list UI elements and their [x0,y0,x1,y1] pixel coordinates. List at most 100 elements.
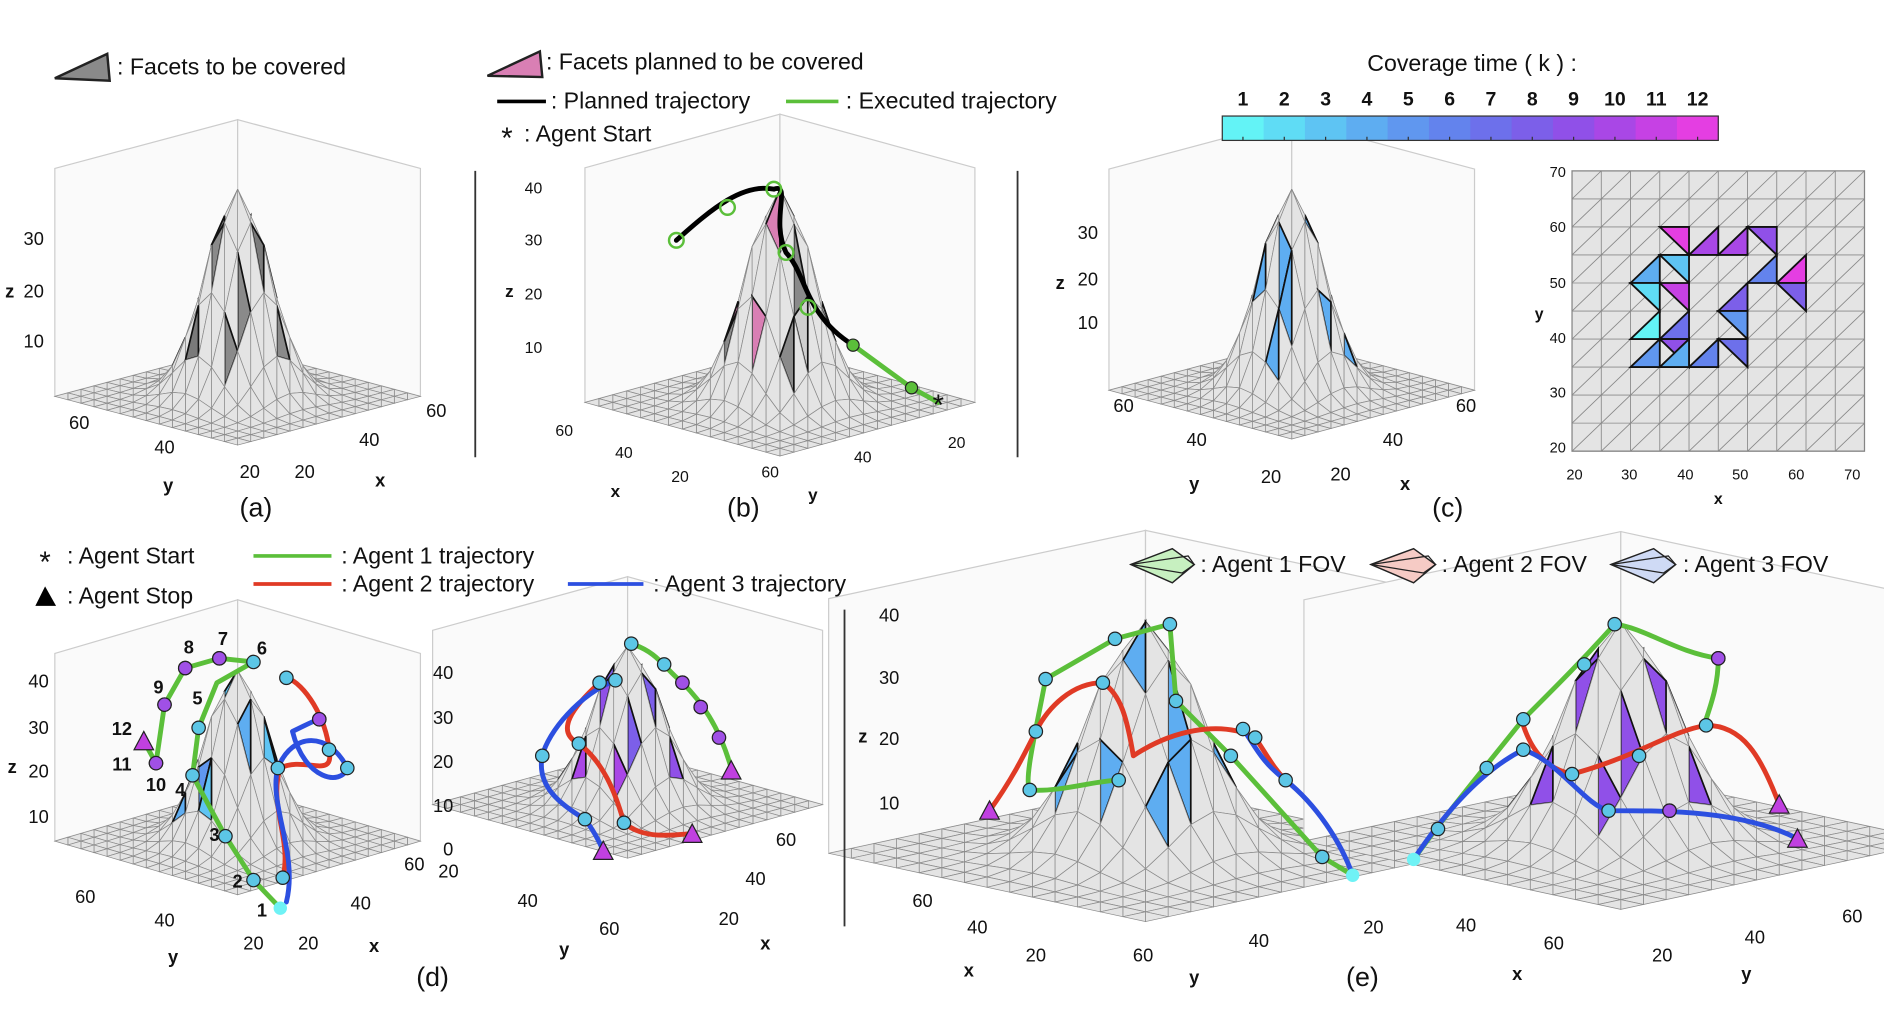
tick-label: 60 [761,464,779,481]
axis-label: x [375,469,386,490]
mesh-facet [144,415,160,425]
waypoint [246,872,261,888]
mesh-facet [53,392,69,401]
waypoint [616,815,632,831]
mesh-facet [66,395,82,404]
mesh-facet [597,401,614,411]
waypoint [1314,849,1330,865]
waypoint [1095,675,1111,691]
waypoint [1662,803,1677,818]
mesh-facet [105,406,121,415]
tick-label: 50 [1550,276,1566,292]
colorbar-tick-label: 1 [1238,88,1249,110]
waypoint [608,672,623,688]
mesh-facet [1146,396,1162,405]
mesh-facet [828,847,852,859]
mesh-facet [612,850,628,859]
mesh-facet [171,870,186,880]
tick-label: 50 [1732,467,1748,483]
mesh-facet [695,428,711,438]
mesh-facet [92,848,108,857]
waypoint [1710,651,1726,666]
legend-text: 5 [192,688,202,709]
tick-label: 70 [1844,467,1860,483]
waypoint [1247,730,1263,745]
waypoint [1698,718,1714,733]
legend-text: : Facets planned to be covered [546,49,864,75]
mesh-facet [197,430,212,439]
mesh-facet [459,807,475,817]
legend-text: : Agent 3 trajectory [653,570,846,596]
waypoint [1564,766,1580,782]
waypoint [177,660,193,676]
tick-label: 20 [1566,467,1582,483]
colorbar-segment [1594,116,1637,141]
tick-label: 60 [1842,906,1862,927]
tick-label: 20 [24,281,44,302]
tick-label: 40 [967,917,987,938]
mesh-facet [500,819,517,828]
tick-label: 30 [24,228,44,249]
legend-text: 9 [153,677,163,698]
mesh-facet [473,811,489,821]
mesh-facet [118,409,134,418]
waypoint [1607,616,1622,632]
axis-label: y [1189,967,1200,988]
mesh-facet [681,424,697,434]
legend-text: 7 [218,628,228,649]
mesh-facet [79,399,95,408]
tick-label: 40 [1456,914,1476,935]
waypoint [1022,782,1038,798]
waypoint [675,675,690,691]
colorbar: 1 2 3 4 5 6 7 8 9 10 11 12 [1221,88,1719,142]
waypoint [577,811,593,827]
tick-label: 30 [1550,386,1566,402]
tick-label: 20 [243,933,263,954]
asterisk-icon: * [933,390,944,422]
tick-label: 20 [1550,441,1566,457]
colorbar-segment [1552,116,1595,141]
tick-label: 40 [1383,429,1403,450]
tick-label: 20 [719,908,739,929]
tick-label: 60 [426,400,446,421]
axis-label: (e) [1346,962,1379,992]
waypoint [1162,616,1178,632]
mesh-facet [653,416,669,426]
legend-text: 11 [112,753,131,774]
waypoint [1235,721,1251,737]
tick-label: 40 [351,892,371,913]
mesh-facet [1277,431,1293,440]
tick-label: 10 [879,792,899,813]
waypoint [693,699,709,715]
legend-text: : Agent Start [67,542,195,568]
mesh-facet [145,862,160,873]
colorbar-tick-label: 5 [1403,88,1414,110]
tick-label: 0 [443,839,453,860]
tick-label: 20 [671,469,689,486]
waypoint [191,720,206,736]
tick-label: 40 [879,605,899,626]
axis-label: (a) [240,493,273,523]
axis-label: y [1189,473,1200,494]
legend-text: : Agent 2 trajectory [341,570,534,596]
tick-label: 40 [1550,331,1566,347]
mesh-facet [1251,424,1266,433]
waypoint [218,828,233,844]
tick-label: 20 [1261,466,1281,487]
colorbar-tick-label: 12 [1687,88,1709,110]
tick-label: 20 [294,461,314,482]
tick-label: 60 [1550,220,1566,236]
waypoint [185,768,200,783]
legend-text: : Agent Stop [67,583,193,609]
waypoint [1107,631,1123,647]
tick-label: 10 [433,795,453,816]
tick-label: 20 [948,435,966,452]
legend-text: 12 [112,718,132,739]
tick-label: 20 [433,751,453,772]
axis-label: x [1512,963,1523,984]
tick-label: 40 [745,868,765,889]
waypoint [275,870,291,885]
mesh-facet [184,427,199,436]
waypoint [1515,711,1531,727]
mesh-facet [210,434,225,443]
